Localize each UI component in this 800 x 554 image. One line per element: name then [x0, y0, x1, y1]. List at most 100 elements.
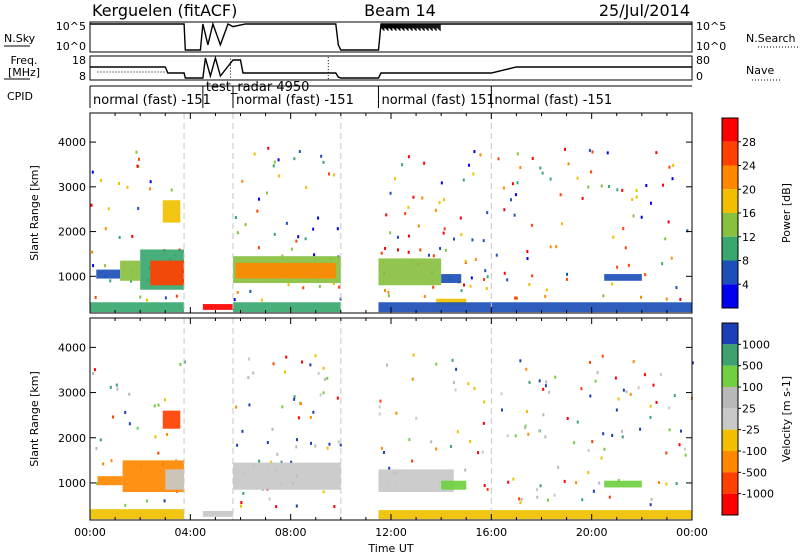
- velocity-scatter-cell: [483, 400, 486, 404]
- power-scatter-cell: [622, 227, 625, 231]
- power-echo-region: [441, 274, 462, 284]
- velocity-echo-region: [162, 410, 181, 429]
- velocity-scatter-cell: [482, 421, 485, 425]
- power-scatter-cell: [149, 180, 152, 184]
- freq-unit-label: [MHz]: [8, 66, 40, 79]
- velocity-scatter-cell: [501, 408, 504, 412]
- velocity-ytick-label: 2000: [58, 432, 86, 445]
- velocity-scatter-cell: [649, 404, 652, 408]
- velocity-scatter-cell: [241, 429, 244, 433]
- velocity-colorbar-label: -100: [742, 445, 767, 458]
- velocity-scatter-cell: [649, 415, 652, 419]
- power-ytick-label: 2000: [58, 226, 86, 239]
- power-colorbar-title: Power [dB]: [780, 183, 793, 243]
- beam-title: Beam 14: [364, 1, 436, 20]
- power-scatter-cell: [544, 294, 547, 298]
- power-scatter-cell: [146, 298, 149, 302]
- power-scatter-cell: [313, 253, 316, 257]
- power-scatter-cell: [528, 282, 531, 286]
- power-scatter-cell: [236, 290, 239, 294]
- velocity-scatter-cell: [548, 390, 551, 394]
- nsearch-tick-bottom: 10^0: [696, 40, 726, 53]
- velocity-scatter-cell: [99, 438, 102, 442]
- velocity-echo-region: [378, 510, 692, 520]
- power-scatter-cell: [249, 289, 252, 293]
- power-scatter-cell: [616, 265, 619, 269]
- velocity-scatter-cell: [668, 406, 671, 410]
- velocity-scatter-cell: [659, 372, 662, 376]
- power-scatter-cell: [175, 294, 178, 298]
- velocity-scatter-cell: [652, 383, 655, 387]
- velocity-scatter-cell: [395, 411, 398, 415]
- power-scatter-cell: [470, 276, 473, 280]
- velocity-scatter-cell: [679, 429, 682, 433]
- power-scatter-cell: [581, 196, 584, 200]
- cpid-segment-label: normal (fast) -151: [93, 93, 211, 108]
- power-echo-region: [378, 302, 692, 313]
- velocity-scatter-cell: [293, 395, 296, 399]
- velocity-scatter-cell: [655, 400, 658, 404]
- velocity-colorbar-label: -500: [742, 466, 767, 479]
- power-scatter-cell: [602, 294, 605, 298]
- power-scatter-cell: [387, 290, 390, 294]
- power-scatter-cell: [389, 191, 392, 195]
- velocity-scatter-cell: [643, 373, 646, 377]
- nave-label: Nave: [746, 64, 774, 77]
- velocity-scatter-cell: [456, 430, 459, 434]
- power-scatter-cell: [567, 162, 570, 166]
- power-scatter-cell: [380, 251, 383, 255]
- power-scatter-cell: [118, 235, 121, 239]
- power-scatter-cell: [273, 232, 276, 236]
- power-scatter-cell: [407, 234, 410, 238]
- velocity-scatter-cell: [483, 483, 486, 487]
- power-ytick-label: 4000: [58, 136, 86, 149]
- velocity-scatter-cell: [625, 390, 628, 394]
- power-scatter-cell: [304, 237, 307, 241]
- power-scatter-cell: [565, 277, 568, 281]
- velocity-scatter-cell: [512, 477, 515, 481]
- velocity-scatter-cell: [601, 354, 604, 358]
- power-scatter-cell: [387, 294, 390, 298]
- velocity-scatter-cell: [587, 470, 590, 474]
- velocity-scatter-cell: [614, 376, 617, 380]
- power-colorbar-swatch: [722, 189, 738, 213]
- velocity-panel: 1000 2000 3000 4000 Slant Range [km] 1000 500 1…: [28, 317, 793, 554]
- velocity-scatter-cell: [272, 362, 275, 366]
- power-scatter-cell: [632, 214, 635, 218]
- velocity-scatter-cell: [240, 504, 243, 508]
- velocity-scatter-cell: [449, 444, 452, 448]
- power-scatter-cell: [139, 295, 142, 299]
- power-scatter-cell: [471, 238, 474, 242]
- power-scatter-cell: [561, 222, 564, 226]
- power-scatter-cell: [394, 177, 397, 181]
- power-scatter-cell: [514, 296, 517, 300]
- velocity-scatter-cell: [124, 503, 127, 507]
- power-scatter-cell: [668, 165, 671, 169]
- nave-tick-bottom: 0: [696, 70, 703, 83]
- velocity-scatter-cell: [295, 438, 298, 442]
- power-scatter-cell: [483, 277, 486, 281]
- power-echo-region: [150, 260, 185, 286]
- cpid-segment-label: test_radar 4950: [206, 80, 310, 95]
- power-scatter-cell: [650, 201, 653, 205]
- velocity-scatter-cell: [591, 440, 594, 444]
- velocity-scatter-cell: [455, 367, 458, 371]
- velocity-echo-region: [378, 469, 454, 492]
- power-scatter-cell: [107, 207, 110, 211]
- power-scatter-cell: [549, 177, 552, 181]
- velocity-colorbar-swatch: [722, 365, 738, 387]
- velocity-scatter-cell: [322, 366, 325, 370]
- power-scatter-cell: [412, 195, 415, 199]
- power-scatter-cell: [665, 297, 668, 301]
- velocity-ylabel: Slant Range [km]: [28, 371, 41, 467]
- power-scatter-cell: [486, 211, 489, 215]
- velocity-scatter-cell: [589, 394, 592, 398]
- velocity-scatter-cell: [621, 435, 624, 439]
- velocity-scatter-cell: [519, 501, 522, 505]
- velocity-scatter-cell: [507, 480, 510, 484]
- power-scatter-cell: [322, 160, 325, 164]
- power-scatter-cell: [559, 193, 562, 197]
- velocity-colorbar-swatch: [722, 429, 738, 451]
- velocity-scatter-cell: [519, 359, 522, 363]
